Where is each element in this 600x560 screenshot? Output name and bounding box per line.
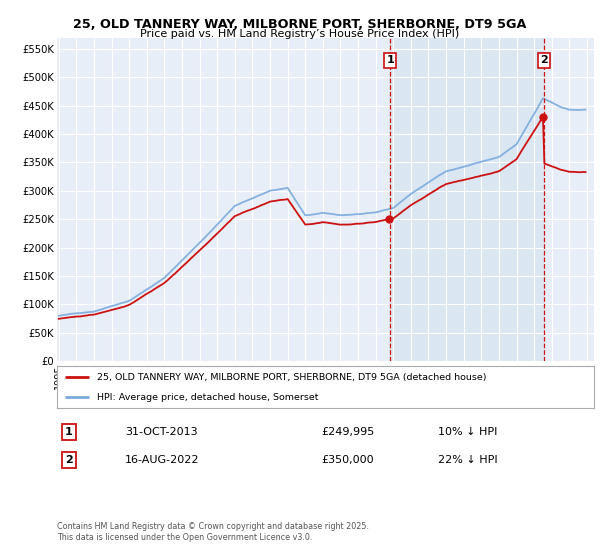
- Text: 1: 1: [65, 427, 73, 437]
- Text: Contains HM Land Registry data © Crown copyright and database right 2025.: Contains HM Land Registry data © Crown c…: [57, 522, 369, 531]
- Text: 22% ↓ HPI: 22% ↓ HPI: [438, 455, 498, 465]
- Text: £249,995: £249,995: [322, 427, 374, 437]
- Text: 16-AUG-2022: 16-AUG-2022: [125, 455, 199, 465]
- Text: 2: 2: [65, 455, 73, 465]
- Text: HPI: Average price, detached house, Somerset: HPI: Average price, detached house, Some…: [97, 393, 319, 402]
- Text: 25, OLD TANNERY WAY, MILBORNE PORT, SHERBORNE, DT9 5GA (detached house): 25, OLD TANNERY WAY, MILBORNE PORT, SHER…: [97, 373, 487, 382]
- Text: 25, OLD TANNERY WAY, MILBORNE PORT, SHERBORNE, DT9 5GA: 25, OLD TANNERY WAY, MILBORNE PORT, SHER…: [73, 18, 527, 31]
- Text: £350,000: £350,000: [322, 455, 374, 465]
- Text: 1: 1: [386, 55, 394, 66]
- Text: 2: 2: [541, 55, 548, 66]
- Text: This data is licensed under the Open Government Licence v3.0.: This data is licensed under the Open Gov…: [57, 533, 313, 542]
- Bar: [391, 38, 544, 361]
- Text: Price paid vs. HM Land Registry’s House Price Index (HPI): Price paid vs. HM Land Registry’s House …: [140, 29, 460, 39]
- Text: 31-OCT-2013: 31-OCT-2013: [125, 427, 199, 437]
- Text: 10% ↓ HPI: 10% ↓ HPI: [439, 427, 497, 437]
